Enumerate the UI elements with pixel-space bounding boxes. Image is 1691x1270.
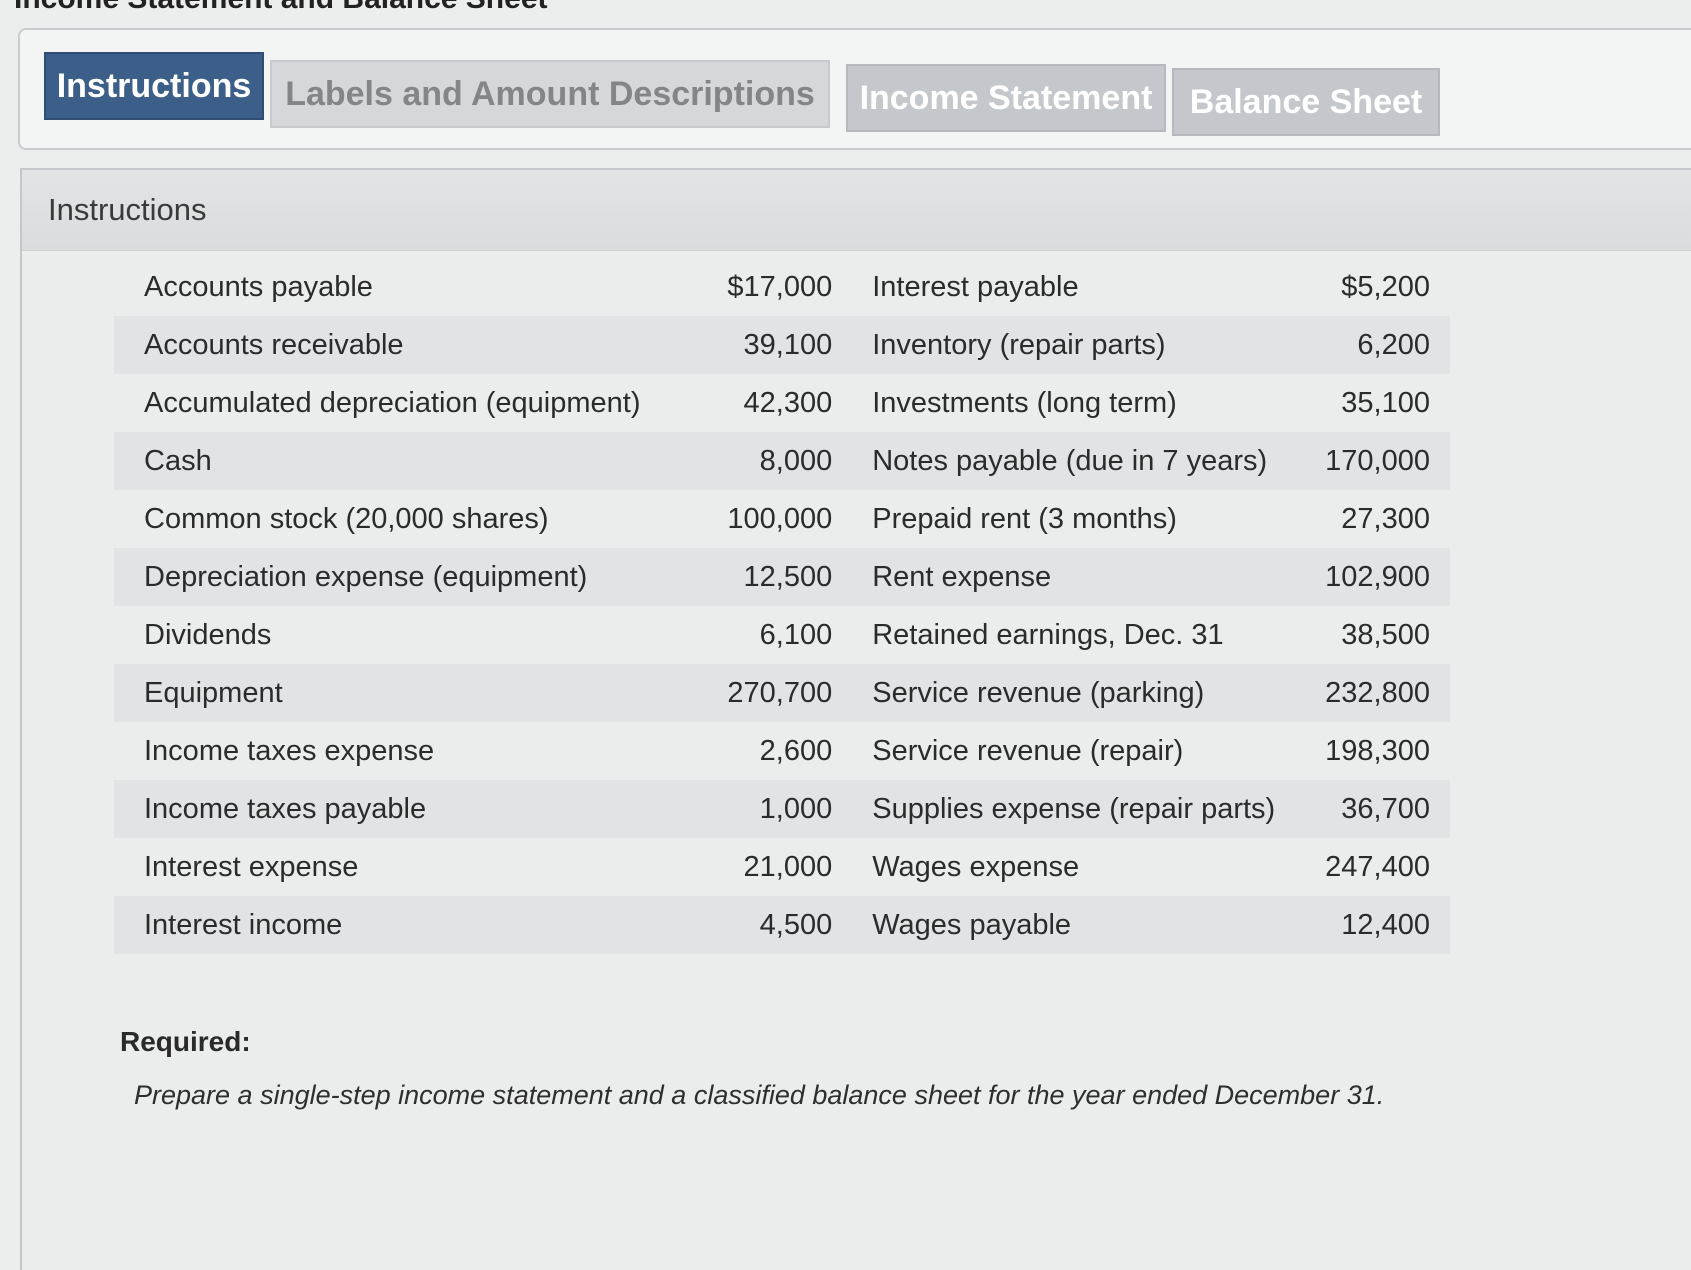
account-amount: 38,500 xyxy=(1287,606,1450,664)
account-label: Service revenue (repair) xyxy=(862,722,1288,780)
instructions-panel: Instructions Accounts payable $17,000 In… xyxy=(20,168,1691,1270)
account-amount: 35,100 xyxy=(1287,374,1450,432)
account-label: Income taxes payable xyxy=(114,780,687,838)
table-row: Interest income 4,500 Wages payable 12,4… xyxy=(114,896,1450,954)
account-label: Investments (long term) xyxy=(862,374,1288,432)
table-row: Interest expense 21,000 Wages expense 24… xyxy=(114,838,1450,896)
account-label: Interest expense xyxy=(114,838,687,896)
account-label: Cash xyxy=(114,432,687,490)
account-amount: 198,300 xyxy=(1287,722,1450,780)
account-label: Supplies expense (repair parts) xyxy=(862,780,1288,838)
account-label: Retained earnings, Dec. 31 xyxy=(862,606,1288,664)
account-amount: 170,000 xyxy=(1287,432,1450,490)
account-amount: 21,000 xyxy=(687,838,863,896)
account-label: Interest payable xyxy=(862,258,1288,316)
tab-instructions[interactable]: Instructions xyxy=(44,52,264,120)
account-label: Wages expense xyxy=(862,838,1288,896)
tab-bar: Instructions Labels and Amount Descripti… xyxy=(18,28,1691,150)
account-label: Depreciation expense (equipment) xyxy=(114,548,687,606)
account-amount: 6,200 xyxy=(1287,316,1450,374)
account-amount: 4,500 xyxy=(687,896,863,954)
account-amount: 2,600 xyxy=(687,722,863,780)
account-label: Accounts receivable xyxy=(114,316,687,374)
table-row: Equipment 270,700 Service revenue (parki… xyxy=(114,664,1450,722)
account-label: Equipment xyxy=(114,664,687,722)
table-row: Income taxes payable 1,000 Supplies expe… xyxy=(114,780,1450,838)
table-row: Accounts payable $17,000 Interest payabl… xyxy=(114,258,1450,316)
table-row: Accounts receivable 39,100 Inventory (re… xyxy=(114,316,1450,374)
account-label: Accounts payable xyxy=(114,258,687,316)
account-label: Rent expense xyxy=(862,548,1288,606)
account-label: Common stock (20,000 shares) xyxy=(114,490,687,548)
account-amount: 102,900 xyxy=(1287,548,1450,606)
account-label: Interest income xyxy=(114,896,687,954)
panel-header: Instructions xyxy=(22,170,1691,251)
account-amount: 39,100 xyxy=(687,316,863,374)
account-label: Income taxes expense xyxy=(114,722,687,780)
account-amount: 6,100 xyxy=(687,606,863,664)
tab-labels-and-amount-descriptions[interactable]: Labels and Amount Descriptions xyxy=(270,60,830,128)
page-heading: Income Statement and Balance Sheet xyxy=(14,0,548,16)
account-amount: 270,700 xyxy=(687,664,863,722)
account-amount: 42,300 xyxy=(687,374,863,432)
account-label: Accumulated depreciation (equipment) xyxy=(114,374,687,432)
account-amount: $5,200 xyxy=(1287,258,1450,316)
panel-title: Instructions xyxy=(48,192,207,227)
account-amount: 12,400 xyxy=(1287,896,1450,954)
account-amount: 1,000 xyxy=(687,780,863,838)
account-label: Inventory (repair parts) xyxy=(862,316,1288,374)
account-label: Wages payable xyxy=(862,896,1288,954)
table-row: Dividends 6,100 Retained earnings, Dec. … xyxy=(114,606,1450,664)
table-row: Cash 8,000 Notes payable (due in 7 years… xyxy=(114,432,1450,490)
account-amount: 36,700 xyxy=(1287,780,1450,838)
account-amount: 8,000 xyxy=(687,432,863,490)
account-amount: 247,400 xyxy=(1287,838,1450,896)
account-amount: 27,300 xyxy=(1287,490,1450,548)
table-row: Common stock (20,000 shares) 100,000 Pre… xyxy=(114,490,1450,548)
table-row: Accumulated depreciation (equipment) 42,… xyxy=(114,374,1450,432)
tab-income-statement[interactable]: Income Statement xyxy=(846,64,1166,132)
account-amount: 232,800 xyxy=(1287,664,1450,722)
required-instructions: Prepare a single-step income statement a… xyxy=(134,1080,1385,1110)
account-label: Notes payable (due in 7 years) xyxy=(862,432,1288,490)
accounts-table: Accounts payable $17,000 Interest payabl… xyxy=(114,258,1450,954)
tab-balance-sheet[interactable]: Balance Sheet xyxy=(1172,68,1440,136)
account-label: Dividends xyxy=(114,606,687,664)
account-label: Prepaid rent (3 months) xyxy=(862,490,1288,548)
table-row: Depreciation expense (equipment) 12,500 … xyxy=(114,548,1450,606)
account-label: Service revenue (parking) xyxy=(862,664,1288,722)
account-amount: $17,000 xyxy=(687,258,863,316)
account-amount: 12,500 xyxy=(687,548,863,606)
required-heading: Required: xyxy=(120,1026,251,1057)
table-row: Income taxes expense 2,600 Service reven… xyxy=(114,722,1450,780)
account-amount: 100,000 xyxy=(687,490,863,548)
